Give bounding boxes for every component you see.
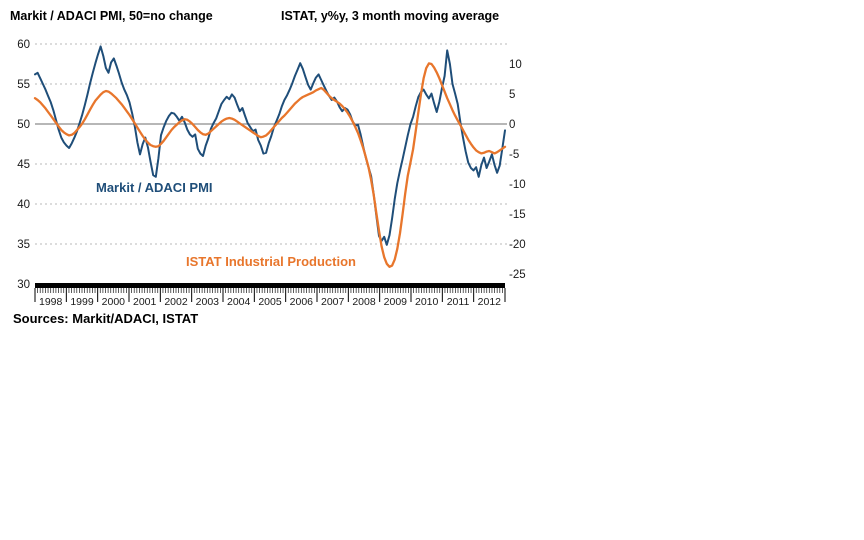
- right-axis-tick-label: -25: [509, 269, 526, 281]
- left-axis-title: Markit / ADACI PMI, 50=no change: [10, 9, 213, 23]
- left-axis-tick-label: 30: [17, 279, 30, 291]
- x-axis-year-label: 2001: [133, 296, 157, 308]
- x-axis-year-label: 2000: [102, 296, 126, 308]
- legend-pmi-label: Markit / ADACI PMI: [96, 180, 213, 195]
- x-axis-year-label: 2009: [384, 296, 408, 308]
- pmi-ip-line-chart: 1998 1999 2000 2001 2002 2003 2004 2005 2006 2007…: [17, 39, 526, 308]
- industrial-production-series-line: [33, 62, 507, 268]
- right-axis-tick-label: -15: [509, 209, 526, 221]
- left-axis-tick-label: 45: [17, 159, 30, 171]
- left-axis-tick-label: 35: [17, 239, 30, 251]
- legend-ip-label: ISTAT Industrial Production: [186, 254, 356, 269]
- right-axis-tick-label: -5: [509, 149, 519, 161]
- x-axis-year-label: 2007: [321, 296, 345, 308]
- x-axis-year-label: 1999: [70, 296, 94, 308]
- right-axis-tick-label: -10: [509, 179, 526, 191]
- x-axis-year-label: 2010: [415, 296, 439, 308]
- right-axis-tick-label: 5: [509, 89, 515, 101]
- x-axis-year-label: 2005: [258, 296, 282, 308]
- x-axis-year-label: 2003: [196, 296, 220, 308]
- right-axis-tick-label: 0: [509, 119, 515, 131]
- x-axis-year-label: 2006: [290, 296, 314, 308]
- right-axis-tick-label: -20: [509, 239, 526, 251]
- sources-note: Sources: Markit/ADACI, ISTAT: [13, 311, 199, 326]
- x-axis-year-label: 2004: [227, 296, 251, 308]
- left-axis-tick-label: 55: [17, 79, 30, 91]
- pmi-series-line: [34, 45, 506, 246]
- right-axis-title: ISTAT, y%y, 3 month moving average: [281, 9, 500, 23]
- left-axis-tick-label: 40: [17, 199, 30, 211]
- left-axis-tick-label: 60: [17, 39, 30, 51]
- left-axis-tick-label: 50: [17, 119, 30, 131]
- x-axis-year-label: 2002: [164, 296, 188, 308]
- right-axis-tick-label: 10: [509, 59, 522, 71]
- x-axis-year-label: 1998: [39, 296, 63, 308]
- x-axis-year-label: 2011: [447, 296, 470, 308]
- x-axis-year-label: 2008: [352, 296, 376, 308]
- x-axis-bar: [35, 283, 505, 288]
- x-axis-year-label: 2012: [478, 296, 502, 308]
